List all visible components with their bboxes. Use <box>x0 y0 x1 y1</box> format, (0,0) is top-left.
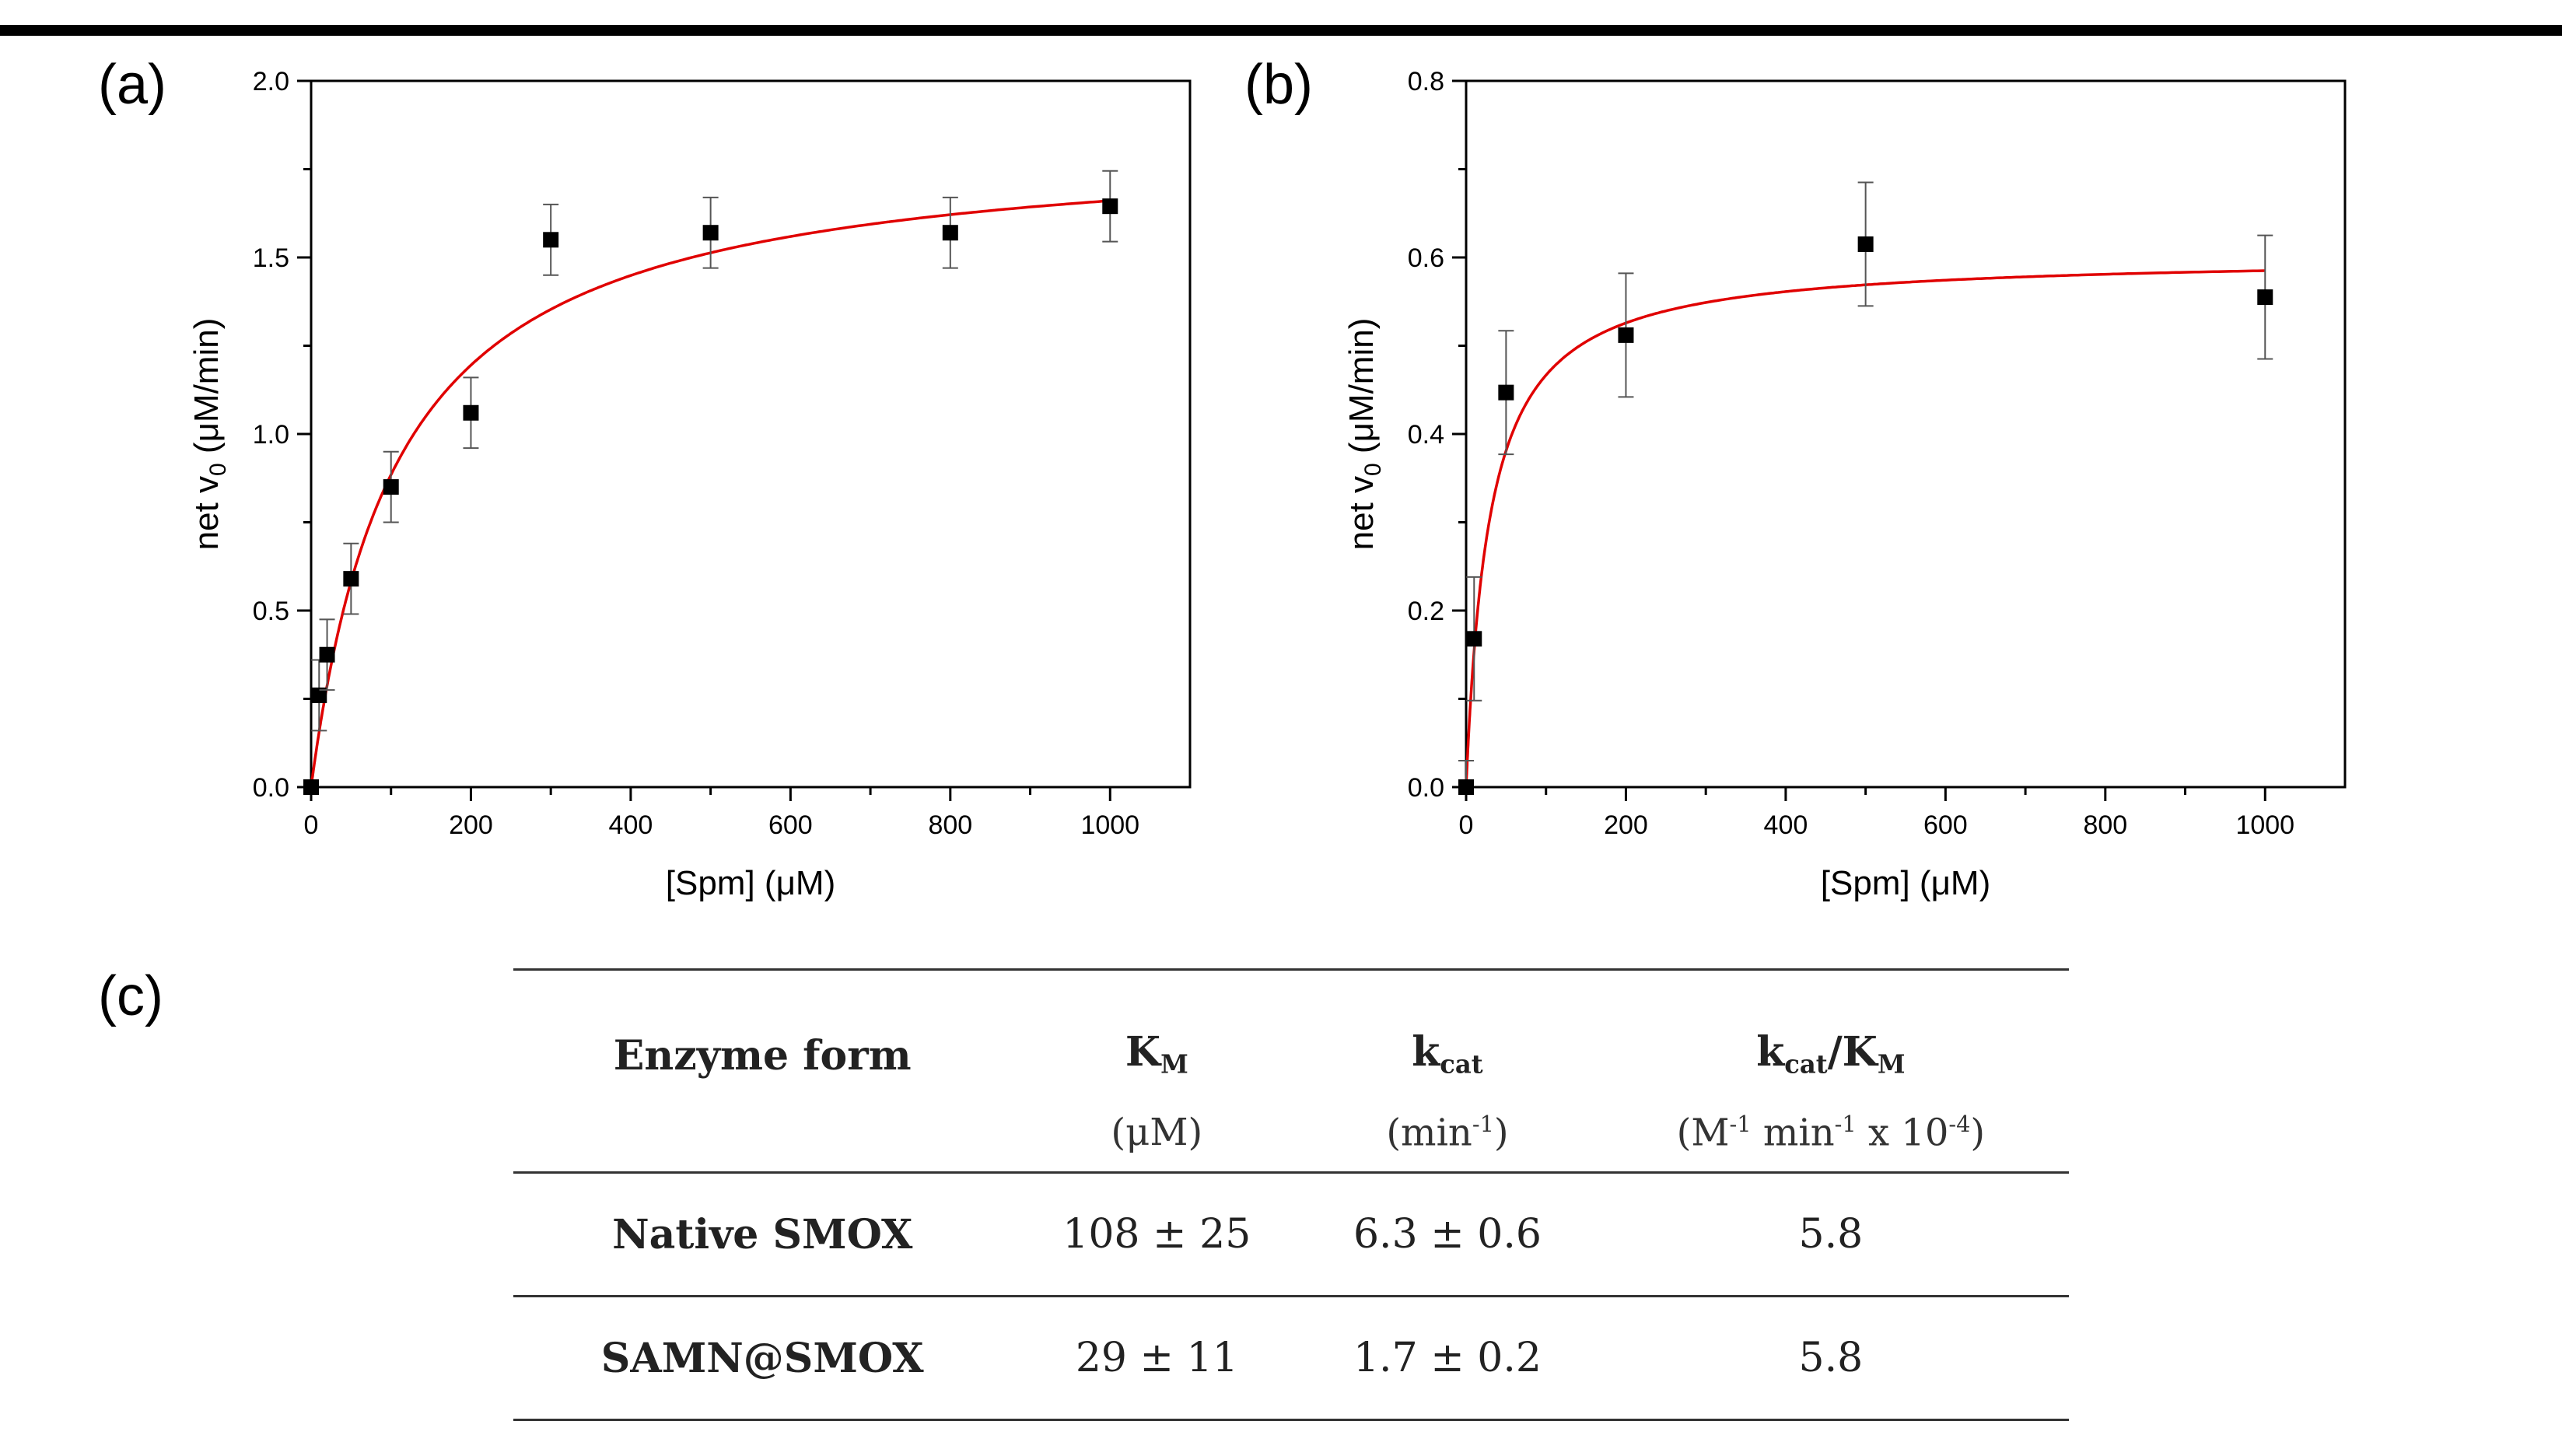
data-point <box>702 225 719 241</box>
x-tick-label: 600 <box>1923 810 1968 840</box>
y-tick-label: 0.4 <box>1408 420 1444 450</box>
data-point <box>311 687 327 703</box>
header-km: KM <box>1011 968 1303 1094</box>
kinetics-charts: 0 200 400 600 800 1000 0.0 0.5 1.0 1.5 2.0 [Spm] (μ… <box>187 67 2347 902</box>
cell-km: 29 ± 11 <box>1011 1296 1303 1421</box>
y-tick-label: 0.6 <box>1408 243 1444 273</box>
data-point <box>383 479 399 495</box>
chart-a: 0 200 400 600 800 1000 0.0 0.5 1.0 1.5 2.0 [Spm] (μ… <box>187 67 1192 902</box>
y-axis-title-main: net v <box>1342 476 1381 550</box>
y-axis-title-unit: (μM/min) <box>187 318 226 464</box>
data-point <box>1857 236 1874 252</box>
x-tick-label: 200 <box>1604 810 1648 840</box>
x-tick-label: 800 <box>928 810 972 840</box>
data-point <box>543 232 559 248</box>
cell-eff: 5.8 <box>1592 1296 2069 1421</box>
data-point <box>1618 327 1634 343</box>
data-point <box>1466 631 1482 647</box>
x-axis-title: [Spm] (μM) <box>666 864 835 902</box>
unit-km: (μM) <box>1011 1094 1303 1174</box>
data-point <box>319 646 335 663</box>
x-tick-label: 800 <box>2083 810 2127 840</box>
fit-curve <box>310 199 1111 788</box>
panel-label-b: (b) <box>1244 54 1313 116</box>
data-point <box>942 225 958 241</box>
x-tick-label: 600 <box>768 810 813 840</box>
x-tick-label: 200 <box>449 810 493 840</box>
y-tick-label: 0.5 <box>253 597 289 626</box>
plot-frame <box>310 79 1192 789</box>
cell-eff: 5.8 <box>1592 1172 2069 1297</box>
fit-curve <box>1465 269 2266 787</box>
cell-form: Native SMOX <box>513 1172 1012 1297</box>
chart-b: 0 200 400 600 800 1000 0.0 0.2 0.4 0.6 0.8 [Spm] (μ… <box>1342 67 2347 902</box>
cell-kcat: 6.3 ± 0.6 <box>1302 1172 1593 1297</box>
y-tick-label: 0.8 <box>1408 67 1444 96</box>
y-axis-title: net v0 (μM/min) <box>1342 318 1386 551</box>
header-enzyme-form: Enzyme form <box>513 968 1012 1094</box>
x-tick-label: 400 <box>1764 810 1808 840</box>
y-tick-label: 0.0 <box>253 773 289 803</box>
x-tick-label: 1000 <box>1080 810 1139 840</box>
data-point <box>1458 779 1474 795</box>
x-tick-label: 0 <box>304 810 319 840</box>
data-point <box>463 404 479 421</box>
cell-form: SAMN@SMOX <box>513 1296 1012 1421</box>
x-tick-label: 0 <box>1459 810 1474 840</box>
table-header-row: Enzyme form KM kcat kcat/KM <box>513 968 2069 1094</box>
data-point <box>1102 198 1118 215</box>
plot-frame <box>1465 79 2347 789</box>
kinetics-table: Enzyme form KM kcat kcat/KM (μM) (min-1)… <box>513 968 2069 1421</box>
y-axis-title-sub: 0 <box>1360 463 1386 476</box>
x-tick-label: 1000 <box>2235 810 2294 840</box>
panel-label-a: (a) <box>98 54 166 116</box>
data-point <box>343 571 359 587</box>
cell-km: 108 ± 25 <box>1011 1172 1303 1297</box>
top-rule <box>0 25 2562 36</box>
y-axis-title-main: net v <box>187 476 226 550</box>
table-row: Native SMOX 108 ± 25 6.3 ± 0.6 5.8 <box>513 1172 2069 1297</box>
table-units-row: (μM) (min-1) (M-1 min-1 x 10-4) <box>513 1094 2069 1174</box>
unit-kcat: (min-1) <box>1302 1094 1593 1174</box>
table-row: SAMN@SMOX 29 ± 11 1.7 ± 0.2 5.8 <box>513 1296 2069 1421</box>
data-point <box>2257 289 2273 306</box>
y-axis-title: net v0 (μM/min) <box>187 318 231 551</box>
y-axis-title-sub: 0 <box>205 463 231 476</box>
unit-empty <box>513 1094 1012 1174</box>
x-tick-label: 400 <box>609 810 653 840</box>
header-kcat: kcat <box>1302 968 1593 1094</box>
y-tick-label: 0.0 <box>1408 773 1444 803</box>
y-tick-label: 1.0 <box>253 420 289 450</box>
data-point <box>303 779 319 795</box>
y-tick-label: 0.2 <box>1408 597 1444 626</box>
y-tick-label: 1.5 <box>253 243 289 273</box>
panel-label-c: (c) <box>98 965 163 1027</box>
unit-kcat-km: (M-1 min-1 x 10-4) <box>1592 1094 2069 1174</box>
header-kcat-km: kcat/KM <box>1592 968 2069 1094</box>
y-axis-title-unit: (μM/min) <box>1342 318 1381 464</box>
x-axis-title: [Spm] (μM) <box>1821 864 1990 902</box>
data-point <box>1498 384 1514 401</box>
y-tick-label: 2.0 <box>253 67 289 96</box>
cell-kcat: 1.7 ± 0.2 <box>1302 1296 1593 1421</box>
